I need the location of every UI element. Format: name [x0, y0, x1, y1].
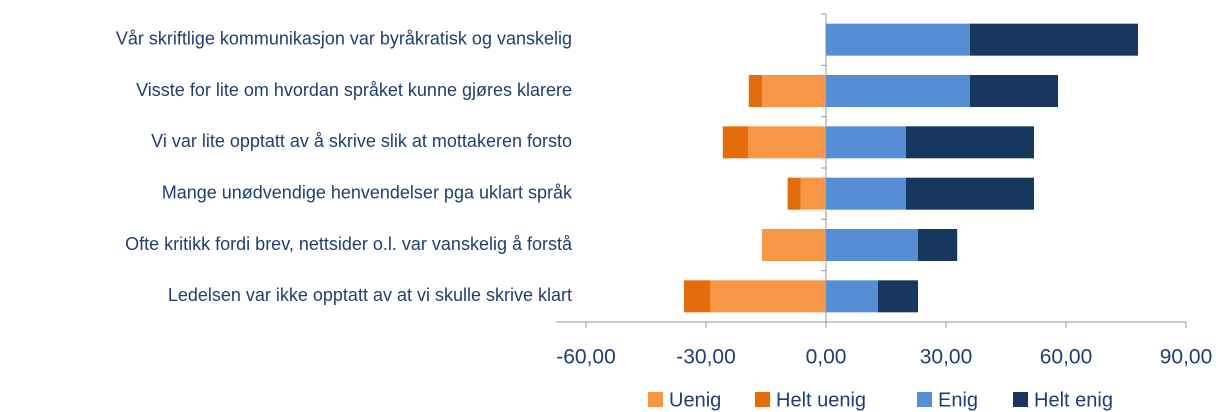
bar — [826, 126, 906, 159]
bar — [748, 75, 762, 107]
legend-label: Helt enig — [1034, 389, 1113, 411]
category-label: Vi var lite opptatt av å skrive slik at … — [151, 131, 572, 151]
category-label: Mange unødvendige henvendelser pga uklar… — [162, 182, 573, 202]
x-tick-label: 90,00 — [1160, 346, 1213, 369]
category-label: Vår skriftlige kommunikasjon var byråkra… — [116, 28, 572, 48]
bar — [878, 280, 918, 313]
bar — [762, 75, 826, 107]
x-tick-label: 0,00 — [806, 346, 847, 369]
bar — [800, 177, 826, 210]
bar — [970, 23, 1138, 56]
bar — [722, 126, 748, 159]
bar — [787, 177, 801, 210]
x-tick-label: -60,00 — [556, 346, 616, 369]
legend-swatch — [755, 392, 770, 407]
bar — [684, 280, 710, 313]
bar — [710, 280, 826, 313]
bar — [826, 75, 970, 107]
legend-swatch — [648, 392, 663, 407]
legend-label: Enig — [938, 389, 978, 411]
bar — [906, 177, 1034, 210]
legend-label: Uenig — [669, 389, 721, 411]
bar — [748, 126, 826, 159]
bar — [906, 126, 1034, 159]
x-tick-label: -30,00 — [676, 346, 736, 369]
category-label: Visste for lite om hvordan språket kunne… — [136, 80, 572, 100]
bar — [970, 75, 1058, 107]
category-label: Ledelsen var ikke opptatt av at vi skull… — [168, 285, 572, 305]
legend-label: Helt uenig — [776, 389, 866, 411]
bar — [826, 229, 918, 261]
category-label: Ofte kritikk fordi brev, nettsider o.l. … — [125, 234, 573, 254]
bar — [762, 229, 826, 261]
bar — [918, 229, 958, 261]
legend-swatch — [1013, 392, 1028, 407]
bar — [826, 177, 906, 210]
bar — [826, 23, 970, 56]
x-tick-label: 30,00 — [920, 346, 973, 369]
bar — [826, 280, 878, 313]
legend-swatch — [917, 392, 932, 407]
x-tick-label: 60,00 — [1040, 346, 1093, 369]
